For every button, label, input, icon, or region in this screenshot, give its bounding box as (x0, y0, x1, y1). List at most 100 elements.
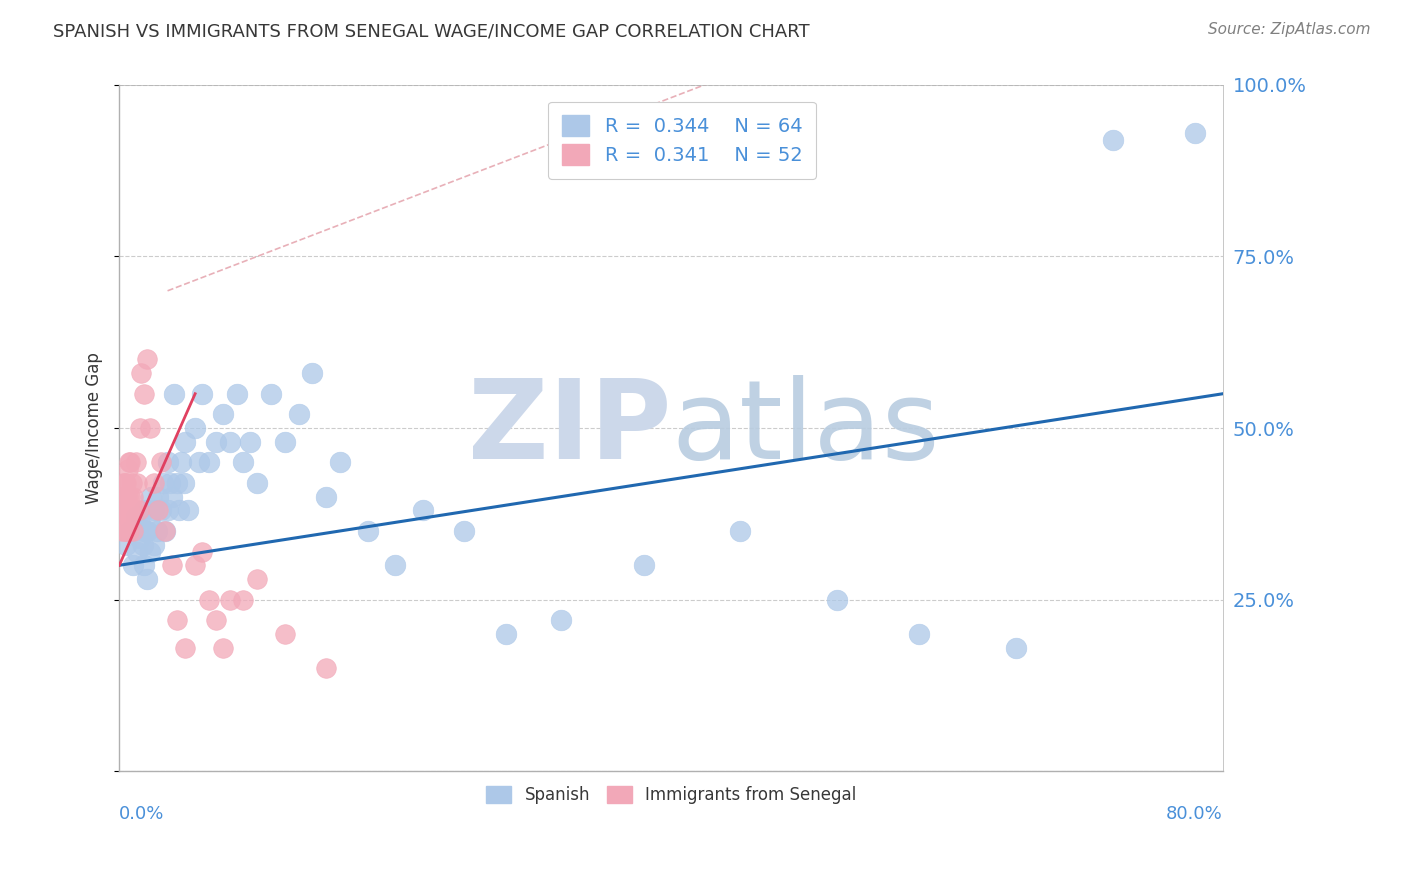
Point (184, 558, 207, 573)
Point (274, 434, 297, 449)
Point (174, 640, 197, 655)
Point (125, 510, 148, 524)
Point (218, 592, 240, 607)
Point (121, 475, 143, 490)
Point (453, 524, 475, 538)
Point (159, 475, 181, 490)
Point (239, 434, 262, 449)
Point (163, 386, 186, 401)
Point (153, 524, 176, 538)
Point (166, 613, 188, 627)
Point (132, 558, 155, 573)
Point (384, 558, 406, 573)
Point (134, 524, 156, 538)
Point (122, 524, 145, 538)
Point (117, 510, 139, 524)
Point (225, 386, 247, 401)
Text: Source: ZipAtlas.com: Source: ZipAtlas.com (1208, 22, 1371, 37)
Point (115, 475, 138, 490)
Point (115, 524, 138, 538)
Point (115, 538, 138, 552)
Point (120, 490, 142, 504)
Point (356, 524, 378, 538)
Text: 0.0%: 0.0% (120, 805, 165, 823)
Point (274, 627, 297, 641)
Point (246, 475, 269, 490)
Point (131, 366, 153, 380)
Point (550, 613, 572, 627)
Point (173, 475, 195, 490)
Point (128, 503, 150, 517)
Point (1101, 133, 1123, 147)
Legend: Spanish, Immigrants from Senegal: Spanish, Immigrants from Senegal (479, 780, 863, 811)
Point (117, 490, 139, 504)
Point (127, 544, 149, 558)
Point (315, 661, 337, 675)
Point (142, 503, 165, 517)
Point (142, 475, 165, 490)
Point (205, 613, 228, 627)
Point (112, 510, 135, 524)
Text: ZIP: ZIP (468, 375, 671, 482)
Point (129, 517, 152, 532)
Point (211, 407, 233, 421)
Point (191, 544, 214, 558)
Point (114, 524, 136, 538)
Point (145, 524, 167, 538)
Point (122, 558, 145, 573)
Point (825, 592, 848, 607)
Point (412, 503, 434, 517)
Point (120, 524, 142, 538)
Point (191, 386, 214, 401)
Point (132, 503, 155, 517)
Point (167, 503, 190, 517)
Point (156, 503, 179, 517)
Point (149, 455, 172, 469)
Point (138, 510, 160, 524)
Point (152, 475, 174, 490)
Point (174, 434, 197, 449)
Point (198, 592, 221, 607)
Point (153, 524, 176, 538)
Point (111, 524, 134, 538)
Point (728, 524, 751, 538)
Point (117, 462, 139, 476)
Point (125, 455, 148, 469)
Point (138, 421, 160, 435)
Point (177, 503, 200, 517)
Point (1184, 126, 1206, 140)
Point (188, 455, 211, 469)
Y-axis label: Wage/Income Gap: Wage/Income Gap (86, 352, 103, 504)
Point (287, 407, 309, 421)
Point (205, 434, 228, 449)
Point (184, 421, 207, 435)
Point (329, 455, 352, 469)
Point (115, 503, 138, 517)
Text: 80.0%: 80.0% (1166, 805, 1223, 823)
Point (633, 558, 655, 573)
Point (120, 455, 142, 469)
Point (110, 503, 132, 517)
Point (111, 490, 134, 504)
Point (114, 503, 136, 517)
Point (115, 490, 138, 504)
Point (198, 455, 221, 469)
Point (495, 627, 517, 641)
Point (135, 352, 157, 367)
Point (121, 503, 143, 517)
Point (315, 490, 337, 504)
Point (146, 490, 169, 504)
Point (160, 558, 183, 573)
Point (120, 510, 142, 524)
Point (908, 627, 931, 641)
Point (232, 592, 254, 607)
Point (135, 524, 157, 538)
Text: atlas: atlas (671, 375, 939, 482)
Point (129, 531, 152, 545)
Point (122, 490, 145, 504)
Point (170, 455, 193, 469)
Point (112, 490, 135, 504)
Point (156, 455, 179, 469)
Point (135, 572, 157, 586)
Point (166, 475, 188, 490)
